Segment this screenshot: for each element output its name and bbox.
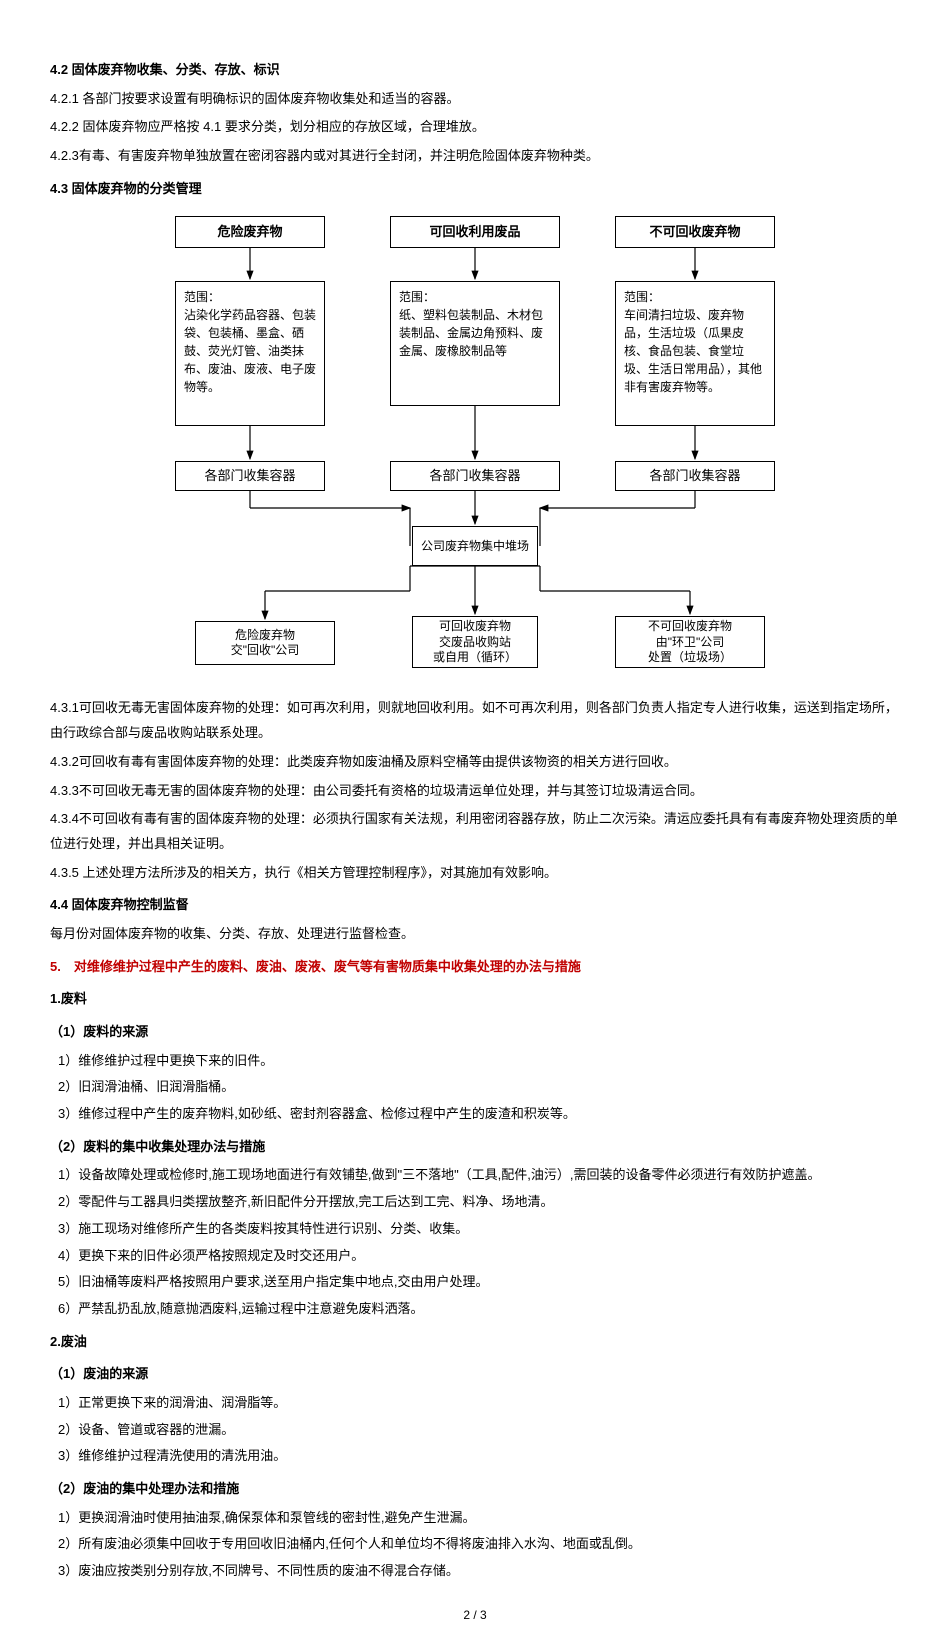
section-4-3-4: 4.3.4不可回收有毒有害的固体废弃物的处理：必须执行国家有关法规，利用密闭容器… xyxy=(50,807,900,856)
flow-scope-1: 范围： 沾染化学药品容器、包装袋、包装桶、墨盒、硒鼓、荧光灯管、油类抹布、废油、… xyxy=(175,281,325,426)
flowchart: 危险废弃物 可回收利用废品 不可回收废弃物 范围： 沾染化学药品容器、包装袋、包… xyxy=(165,216,785,676)
sub-2-title: 2.废油 xyxy=(50,1330,900,1355)
flow-dept-1: 各部门收集容器 xyxy=(175,461,325,491)
sub-1-method-6: 6）严禁乱扔乱放,随意抛洒废料,运输过程中注意避免废料洒落。 xyxy=(50,1297,900,1322)
flow-dept-2: 各部门收集容器 xyxy=(390,461,560,491)
sub-1-method-5: 5）旧油桶等废料严格按照用户要求,送至用户指定集中地点,交由用户处理。 xyxy=(50,1270,900,1295)
sub-2-method-title: （2）废油的集中处理办法和措施 xyxy=(50,1477,900,1502)
sub-2-method-3: 3）废油应按类别分别存放,不同牌号、不同性质的废油不得混合存储。 xyxy=(50,1559,900,1584)
flow-scope-2: 范围： 纸、塑料包装制品、木材包装制品、金属边角预料、废金属、废橡胶制品等 xyxy=(390,281,560,406)
sub-1-source-2: 2）旧润滑油桶、旧润滑脂桶。 xyxy=(50,1075,900,1100)
sub-1-method-1: 1）设备故障处理或检修时,施工现场地面进行有效铺垫,做到"三不落地"（工具,配件… xyxy=(50,1163,900,1188)
sub-2-source-title: （1）废油的来源 xyxy=(50,1362,900,1387)
section-4-4-text: 每月份对固体废弃物的收集、分类、存放、处理进行监督检查。 xyxy=(50,922,900,947)
section-4-3-3: 4.3.3不可回收无毒无害的固体废弃物的处理：由公司委托有资格的垃圾清运单位处理… xyxy=(50,779,900,804)
section-4-2-item-1: 4.2.1 各部门按要求设置有明确标识的固体废弃物收集处和适当的容器。 xyxy=(50,87,900,112)
section-4-3-5: 4.3.5 上述处理方法所涉及的相关方，执行《相关方管理控制程序》，对其施加有效… xyxy=(50,861,900,886)
sub-1-source-3: 3）维修过程中产生的废弃物料,如砂纸、密封剂容器盒、检修过程中产生的废渣和积炭等… xyxy=(50,1102,900,1127)
section-4-3-1: 4.3.1可回收无毒无害固体废弃物的处理：如可再次利用，则就地回收利用。如不可再… xyxy=(50,696,900,745)
sub-2-source-1: 1）正常更换下来的润滑油、润滑脂等。 xyxy=(50,1391,900,1416)
sub-1-method-4: 4）更换下来的旧件必须严格按照规定及时交还用户。 xyxy=(50,1244,900,1269)
flow-header-3: 不可回收废弃物 xyxy=(615,216,775,248)
flow-dept-3: 各部门收集容器 xyxy=(615,461,775,491)
section-5-title: 5. 对维修维护过程中产生的废料、废油、废液、废气等有害物质集中收集处理的办法与… xyxy=(50,955,900,980)
page-number: 2 / 3 xyxy=(50,1604,900,1627)
section-4-2-item-2: 4.2.2 固体废弃物应严格按 4.1 要求分类，划分相应的存放区域，合理堆放。 xyxy=(50,115,900,140)
flow-header-2: 可回收利用废品 xyxy=(390,216,560,248)
section-4-2-title: 4.2 固体废弃物收集、分类、存放、标识 xyxy=(50,58,900,83)
section-4-4-title: 4.4 固体废弃物控制监督 xyxy=(50,893,900,918)
sub-2-method-1: 1）更换润滑油时使用抽油泵,确保泵体和泵管线的密封性,避免产生泄漏。 xyxy=(50,1506,900,1531)
sub-2-method-2: 2）所有废油必须集中回收于专用回收旧油桶内,任何个人和单位均不得将废油排入水沟、… xyxy=(50,1532,900,1557)
sub-1-method-title: （2）废料的集中收集处理办法与措施 xyxy=(50,1135,900,1160)
sub-1-method-3: 3）施工现场对维修所产生的各类废料按其特性进行识别、分类、收集。 xyxy=(50,1217,900,1242)
flow-bottom-3: 不可回收废弃物 由"环卫"公司 处置（垃圾场） xyxy=(615,616,765,668)
flow-header-1: 危险废弃物 xyxy=(175,216,325,248)
sub-1-source-title: （1）废料的来源 xyxy=(50,1020,900,1045)
flow-bottom-1: 危险废弃物 交"回收"公司 xyxy=(195,621,335,665)
section-4-3-title: 4.3 固体废弃物的分类管理 xyxy=(50,177,900,202)
flow-center: 公司废弃物集中堆场 xyxy=(412,526,538,566)
sub-2-source-2: 2）设备、管道或容器的泄漏。 xyxy=(50,1418,900,1443)
flow-bottom-2: 可回收废弃物 交废品收购站 或自用（循环） xyxy=(412,616,538,668)
sub-2-source-3: 3）维修维护过程清洗使用的清洗用油。 xyxy=(50,1444,900,1469)
section-4-3-2: 4.3.2可回收有毒有害固体废弃物的处理：此类废弃物如废油桶及原料空桶等由提供该… xyxy=(50,750,900,775)
sub-1-source-1: 1）维修维护过程中更换下来的旧件。 xyxy=(50,1049,900,1074)
sub-1-title: 1.废料 xyxy=(50,987,900,1012)
sub-1-method-2: 2）零配件与工器具归类摆放整齐,新旧配件分开摆放,完工后达到工完、料净、场地清。 xyxy=(50,1190,900,1215)
flow-scope-3: 范围： 车间清扫垃圾、废弃物品，生活垃圾（瓜果皮核、食品包装、食堂垃圾、生活日常… xyxy=(615,281,775,426)
section-4-2-item-3: 4.2.3有毒、有害废弃物单独放置在密闭容器内或对其进行全封闭，并注明危险固体废… xyxy=(50,144,900,169)
